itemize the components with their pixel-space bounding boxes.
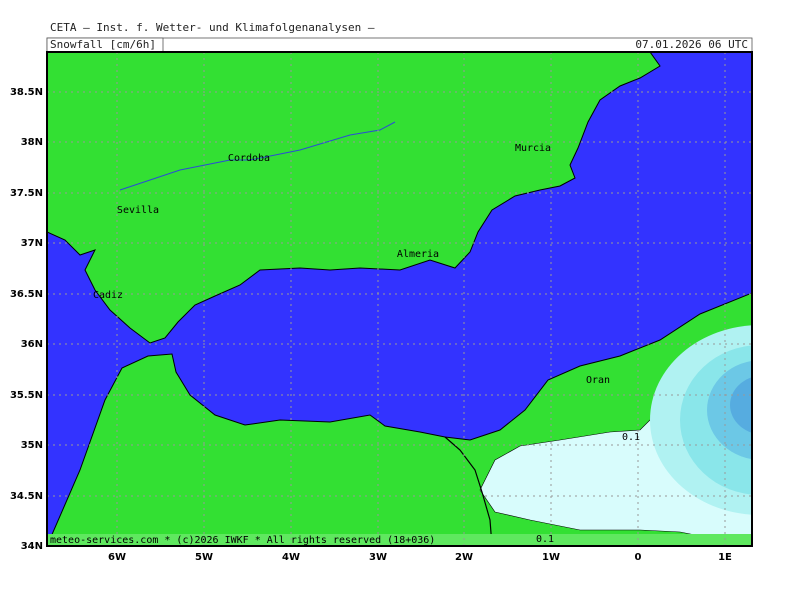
river <box>119 159 250 191</box>
x-tick-label: 1W <box>542 552 560 563</box>
y-ticks: 38.5N 38N 37.5N 37N 36.5N 36N 35.5N 35N … <box>10 87 43 552</box>
y-tick-label: 34N <box>21 541 43 552</box>
footer-strip <box>47 534 752 546</box>
border <box>444 436 493 546</box>
snow-band <box>730 377 752 433</box>
x-tick-label: 6W <box>108 552 126 563</box>
city-label: Cordoba <box>228 153 270 164</box>
product-label: Snowfall [cm/6h] <box>50 38 156 51</box>
contour-label: 0.1 <box>622 432 640 443</box>
grid <box>47 52 752 546</box>
river <box>249 121 396 161</box>
x-tick-label: 0 <box>635 552 642 563</box>
x-tick-label: 1E <box>718 552 732 563</box>
contour-label: 0.1 <box>536 534 554 545</box>
map <box>47 52 752 546</box>
y-tick-label: 36N <box>21 339 43 350</box>
x-tick-label: 5W <box>195 552 213 563</box>
map-frame <box>46 51 753 547</box>
city-label: Murcia <box>515 143 551 154</box>
city-label: Oran <box>586 375 610 386</box>
header-title: CETA – Inst. f. Wetter- und Klimafolgena… <box>50 21 375 34</box>
y-tick-label: 38.5N <box>10 87 43 98</box>
city-label: Cadiz <box>93 290 123 301</box>
city-label: Almeria <box>397 249 439 260</box>
land-spain <box>47 52 661 344</box>
x-ticks: 6W 5W 4W 3W 2W 1W 0 1E <box>108 552 732 563</box>
y-tick-label: 35N <box>21 440 43 451</box>
y-tick-label: 36.5N <box>10 289 43 300</box>
y-tick-label: 37.5N <box>10 188 43 199</box>
footer: meteo-services.com * (c)2026 IWKF * All … <box>50 535 435 546</box>
y-tick-label: 37N <box>21 238 43 249</box>
x-tick-label: 4W <box>282 552 300 563</box>
y-tick-label: 34.5N <box>10 491 43 502</box>
x-tick-label: 3W <box>369 552 387 563</box>
city-label: Sevilla <box>117 205 159 216</box>
x-tick-label: 2W <box>455 552 473 563</box>
valid-time: 07.01.2026 06 UTC <box>635 38 748 51</box>
y-tick-label: 38N <box>21 137 43 148</box>
y-tick-label: 35.5N <box>10 390 43 401</box>
